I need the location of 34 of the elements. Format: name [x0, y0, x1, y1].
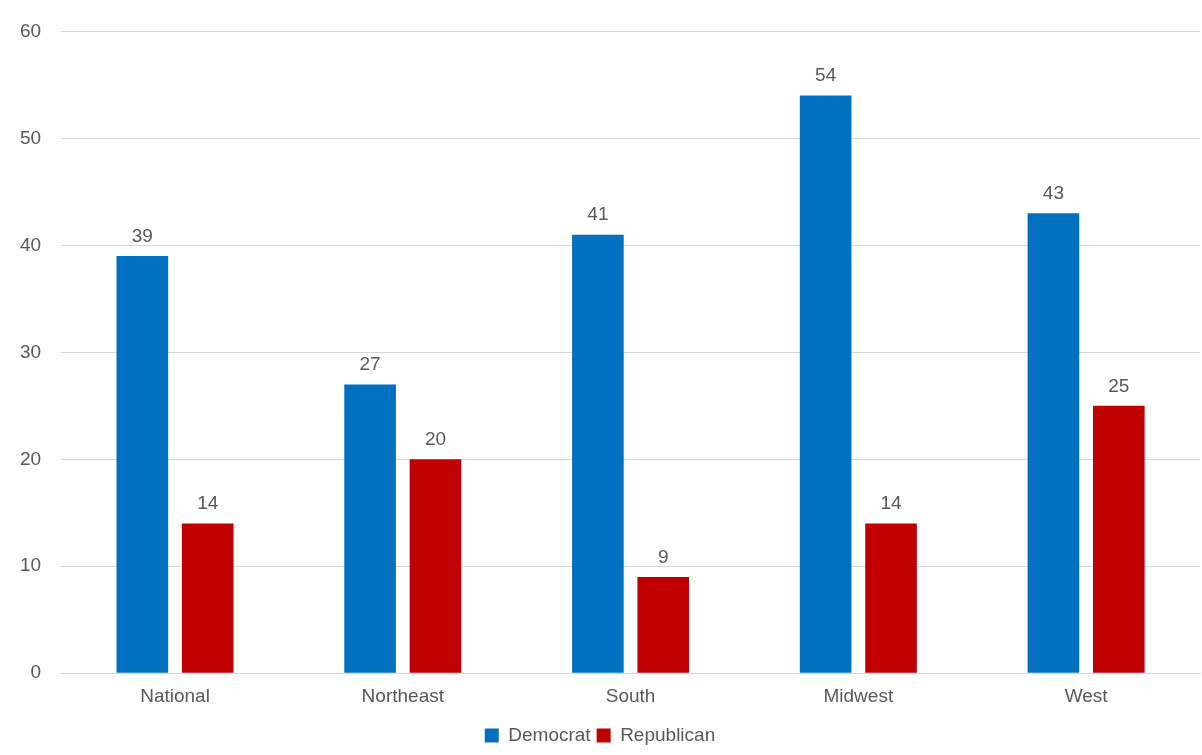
legend-label: Democrat: [508, 723, 592, 745]
data-label: 54: [815, 64, 837, 86]
data-label: 14: [880, 492, 903, 514]
data-label: 43: [1042, 181, 1064, 203]
data-label: 27: [359, 353, 381, 375]
y-tick-label: 30: [19, 340, 42, 362]
y-tick-label: 0: [30, 661, 42, 683]
y-tick-label: 60: [19, 19, 42, 41]
bar: [572, 234, 624, 673]
bar: [344, 384, 396, 673]
x-tick-label: Northeast: [361, 684, 445, 706]
data-label: 20: [424, 428, 447, 449]
bar: [865, 523, 917, 673]
bar: [409, 459, 462, 673]
bar: [799, 95, 852, 673]
bar: [116, 256, 169, 673]
x-tick-label: West: [1064, 684, 1109, 706]
y-tick-label: 20: [19, 447, 42, 469]
data-label: 9: [657, 545, 669, 567]
data-label: 25: [1108, 374, 1130, 396]
bar: [181, 523, 234, 673]
bar: [1027, 213, 1080, 673]
x-tick-label: National: [140, 684, 210, 706]
legend-label: Republican: [620, 723, 716, 745]
bar: [1092, 405, 1145, 673]
y-tick-label: 50: [19, 126, 42, 148]
data-label: 41: [587, 203, 609, 225]
y-tick-label: 10: [19, 554, 42, 576]
data-label: 39: [131, 224, 153, 246]
bar: [637, 576, 690, 673]
x-tick-label: Midwest: [823, 684, 894, 706]
data-label: 14: [197, 492, 219, 514]
x-tick-label: South: [605, 684, 656, 706]
y-tick-label: 40: [19, 233, 42, 255]
